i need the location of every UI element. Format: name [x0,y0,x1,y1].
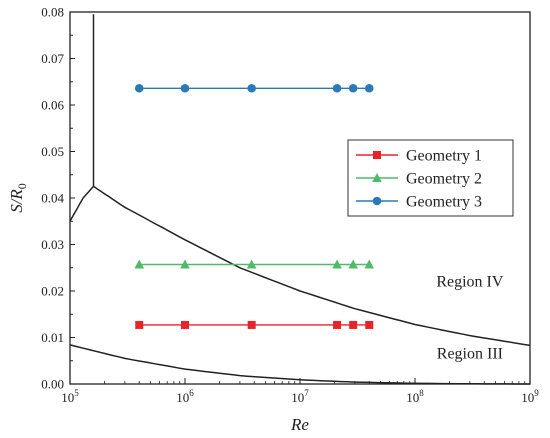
boundary-curve [69,185,95,222]
series-1 [135,320,374,329]
data-point [247,83,256,93]
data-point [372,173,382,182]
series-2 [134,259,375,269]
data-point [365,320,374,329]
y-tick-label: 0.05 [41,144,64,159]
y-tick-label: 0.06 [41,98,64,113]
data-point [134,83,144,93]
x-tick-label: 107 [291,388,309,405]
data-point [135,320,144,329]
boundary-curve [93,185,531,347]
data-point [134,259,145,269]
x-tick-label: 108 [406,388,424,405]
y-axis-title: S/R0 [7,183,29,213]
legend-label: Geometry 1 [406,148,482,165]
legend-label: Geometry 3 [406,194,482,211]
x-tick-label: 105 [61,388,79,405]
region-label: Region III [437,345,503,362]
y-tick-label: 0.02 [41,284,64,299]
data-point [348,259,358,269]
data-point [181,320,189,329]
data-point [364,259,375,269]
data-point [247,320,256,329]
data-point [180,259,190,269]
annotations: Region IV Region III [436,273,504,362]
data-point [333,320,342,329]
data-point [349,320,358,329]
legend: Geometry 1 Geometry 2 Geometry 3 [347,139,514,217]
y-tick-label: 0.01 [41,330,64,345]
y-tick-label: 0.03 [41,237,64,252]
y-tick-label: 0.08 [41,5,64,20]
data-point [246,259,257,269]
x-tick-label: 106 [176,388,194,405]
legend-label: Geometry 2 [406,171,482,188]
data-point [332,259,342,269]
data-point [332,83,342,93]
x-tick-label: 109 [521,388,539,405]
data-point [373,151,381,159]
axes: 0.00 0.01 0.02 0.03 0.04 0.05 0.06 0.07 0.08 105 1… [7,5,539,435]
region-label: Region IV [436,273,504,290]
series-3 [134,83,374,93]
data-point [180,83,190,93]
y-tick-label: 0.00 [41,377,64,392]
y-tick-label: 0.04 [41,191,64,206]
data-point [372,196,382,206]
y-tick-label: 0.07 [41,51,64,66]
x-axis-title: Re [290,415,309,434]
data-point [364,83,374,93]
data-point [348,83,358,93]
series-layer [134,83,375,329]
